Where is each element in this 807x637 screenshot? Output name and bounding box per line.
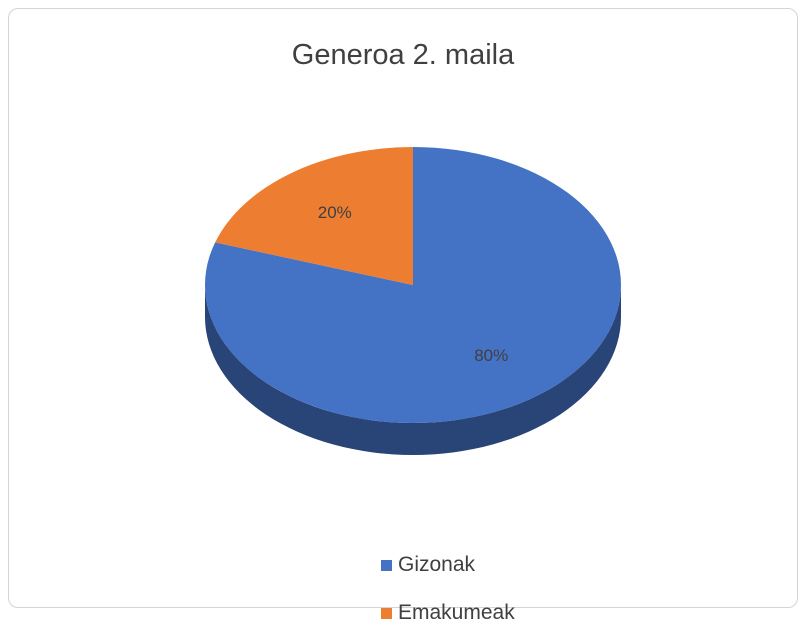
legend-item-gizonak: Gizonak — [381, 541, 515, 589]
legend-swatch-gizonak — [381, 559, 392, 571]
legend-swatch-emakumeak — [381, 607, 392, 619]
legend-label-gizonak: Gizonak — [398, 553, 476, 576]
chart-title: Generoa 2. maila — [291, 39, 515, 71]
chart-container: Generoa 2. maila 80% 20% Gizonak Emakumea… — [8, 8, 798, 624]
legend-item-emakumeak: Emakumeak — [381, 589, 515, 637]
data-label-emakumeak: 20% — [318, 203, 352, 222]
data-label-gizonak: 80% — [474, 346, 508, 365]
legend: Gizonak Emakumeak — [381, 541, 515, 637]
pie-chart: 80% 20% — [205, 147, 621, 455]
legend-label-emakumeak: Emakumeak — [398, 601, 515, 624]
pie-slice-emakumeak — [215, 147, 413, 285]
pie-side-gizonak — [205, 285, 621, 455]
